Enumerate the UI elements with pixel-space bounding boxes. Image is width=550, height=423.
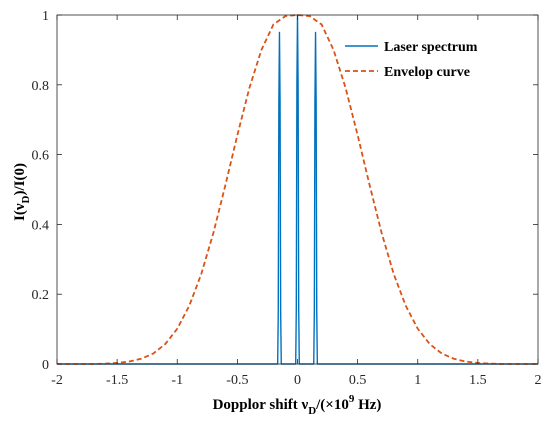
legend-label-envelop-curve: Envelop curve — [384, 65, 470, 80]
legend-label-laser-spectrum: Laser spectrum — [384, 40, 478, 55]
y-axis-title: I(νD)/I(0) — [12, 163, 32, 221]
legend: Laser spectrum Envelop curve — [345, 40, 478, 80]
x-axis-title-mid: /(×10 — [315, 397, 349, 413]
ticks-layer: -2 -1.5 -1 -0.5 0 0.5 1 1.5 2 0 0.2 0.4 0.6 0.8 1 — [32, 9, 542, 388]
x-tick-label: 1 — [414, 373, 421, 388]
y-tick-label: 0.4 — [32, 218, 50, 233]
x-tick-label: -0.5 — [226, 373, 248, 388]
x-tick-label: 0 — [294, 373, 301, 388]
x-tick-label: -1.5 — [106, 373, 128, 388]
x-axis-title-sub: D — [308, 405, 316, 417]
x-axis-title-end: Hz) — [354, 397, 381, 413]
y-tick-label: 0 — [42, 358, 49, 373]
x-tick-label: 1.5 — [469, 373, 487, 388]
y-axis-title-main: I(ν — [12, 203, 28, 221]
x-axis-title-sup: 9 — [349, 393, 355, 405]
x-axis-title: Dopplor shift νD/(×109 Hz) — [213, 393, 382, 417]
x-tick-label: 0.5 — [349, 373, 367, 388]
x-tick-label: -1 — [171, 373, 183, 388]
svg-text:I(νD)/I(0): I(νD)/I(0) — [12, 163, 32, 221]
y-tick-label: 1 — [42, 9, 49, 24]
y-tick-label: 0.2 — [32, 288, 50, 303]
y-axis-title-sub: D — [20, 195, 32, 203]
y-tick-label: 0.8 — [32, 79, 50, 94]
x-tick-label: -2 — [51, 373, 63, 388]
y-axis-title-end: )/I(0) — [12, 163, 28, 196]
y-tick-label: 0.6 — [32, 149, 50, 164]
x-tick-label: 2 — [535, 373, 542, 388]
x-axis-title-main: Dopplor shift ν — [213, 397, 309, 413]
series-line-envelop-curve — [57, 14, 538, 365]
